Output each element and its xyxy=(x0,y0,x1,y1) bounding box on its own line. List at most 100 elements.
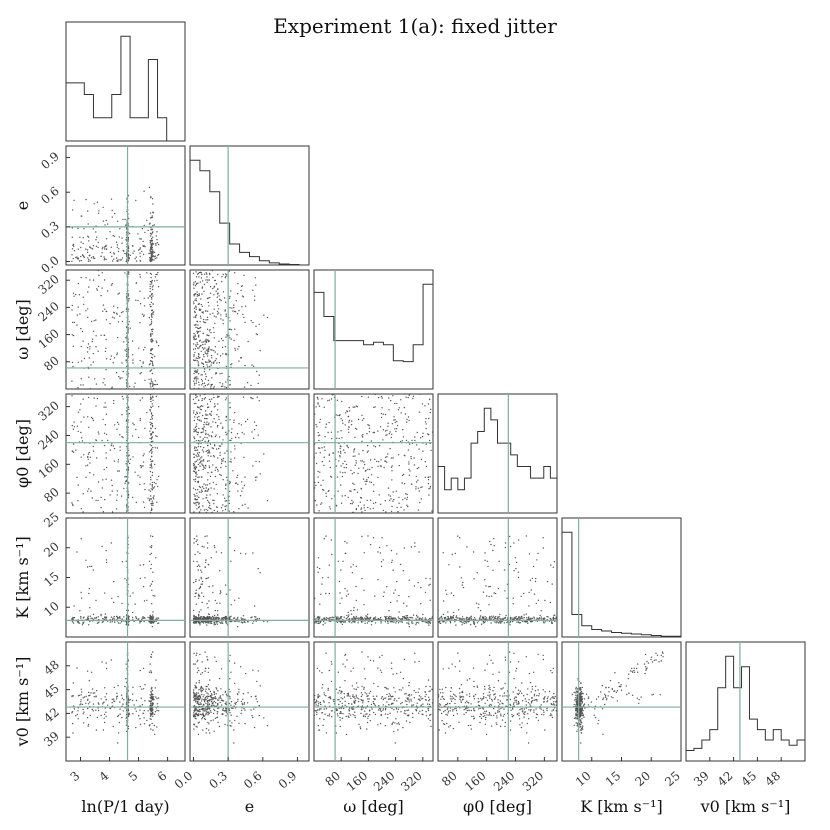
scatter-point xyxy=(518,622,521,624)
scatter-point xyxy=(95,239,97,241)
scatter-point xyxy=(366,622,369,624)
scatter-point xyxy=(393,419,395,421)
scatter-point xyxy=(379,552,382,554)
scatter-point xyxy=(85,695,87,698)
scatter-point xyxy=(76,713,79,716)
scatter-point xyxy=(217,409,219,411)
scatter-point xyxy=(396,600,398,602)
scatter-point xyxy=(78,260,81,262)
scatter-point xyxy=(91,340,94,343)
scatter-point xyxy=(533,616,535,618)
scatter-point xyxy=(199,586,202,588)
scatter-point xyxy=(195,371,197,373)
scatter-point xyxy=(229,589,231,591)
scatter-point xyxy=(439,617,441,619)
scatter-point xyxy=(374,595,376,597)
scatter-point xyxy=(258,617,260,620)
scatter-point xyxy=(71,209,74,211)
scatter-point xyxy=(207,509,209,512)
scatter-point xyxy=(504,546,506,549)
scatter-point xyxy=(105,561,108,564)
scatter-point xyxy=(535,577,537,580)
scatter-point xyxy=(121,257,124,259)
scatter-point xyxy=(111,443,113,445)
scatter-point xyxy=(196,320,198,323)
scatter-point xyxy=(203,283,206,286)
scatter-point xyxy=(148,316,151,319)
scatter-point xyxy=(71,503,74,505)
scatter-point xyxy=(544,599,546,602)
scatter-point xyxy=(316,426,318,428)
scatter-point xyxy=(101,545,103,548)
scatter-point xyxy=(192,301,195,303)
scatter-point xyxy=(382,439,384,441)
scatter-point xyxy=(211,357,213,359)
scatter-point xyxy=(150,273,153,275)
scatter-point xyxy=(87,707,89,710)
scatter-point xyxy=(149,553,151,556)
scatter-point xyxy=(229,295,231,298)
scatter-point xyxy=(150,217,152,219)
scatter-point xyxy=(205,559,207,561)
scatter-point xyxy=(420,586,422,589)
scatter-point xyxy=(430,408,432,410)
scatter-point xyxy=(119,259,121,261)
scatter-point xyxy=(203,509,206,511)
scatter-point xyxy=(503,569,506,571)
scatter-point xyxy=(225,434,227,436)
scatter-point xyxy=(424,621,426,623)
scatter-point xyxy=(452,615,455,617)
scatter-point xyxy=(225,484,227,486)
scatter-point xyxy=(225,415,228,418)
scatter-point xyxy=(104,613,107,615)
scatter-point xyxy=(556,551,558,553)
scatter-point xyxy=(155,696,157,698)
scatter-point xyxy=(344,471,346,474)
scatter-point xyxy=(117,293,119,295)
scatter-point xyxy=(462,621,464,624)
scatter-point xyxy=(149,707,151,709)
scatter-point xyxy=(363,552,365,554)
scatter-point xyxy=(245,420,247,423)
y-tick-label: 240 xyxy=(35,427,62,452)
scatter-point xyxy=(408,463,410,465)
scatter-point xyxy=(150,247,152,249)
scatter-point xyxy=(142,245,144,247)
scatter-point xyxy=(150,479,152,481)
scatter-point xyxy=(515,616,517,618)
scatter-point xyxy=(317,398,319,400)
scatter-point xyxy=(252,321,254,324)
scatter-point xyxy=(230,458,232,460)
scatter-point xyxy=(135,617,137,620)
scatter-point xyxy=(523,614,525,616)
scatter-point xyxy=(330,617,332,619)
scatter-point xyxy=(151,418,154,420)
scatter-point xyxy=(109,449,112,451)
scatter-point xyxy=(321,460,324,463)
scatter-point xyxy=(109,358,112,360)
scatter-point xyxy=(208,506,210,509)
scatter-point xyxy=(120,495,123,497)
scatter-point xyxy=(256,333,259,336)
scatter-point xyxy=(461,584,463,586)
scatter-point xyxy=(352,564,354,566)
scatter-point xyxy=(85,198,87,201)
scatter-point xyxy=(355,462,357,464)
scatter-point xyxy=(209,483,211,485)
scatter-point xyxy=(209,507,211,509)
scatter-point xyxy=(229,320,231,322)
scatter-point xyxy=(125,475,127,478)
histogram-e xyxy=(189,159,309,266)
scatter-point xyxy=(139,322,141,324)
scatter-point xyxy=(156,709,158,712)
scatter-point xyxy=(415,618,417,620)
scatter-point xyxy=(356,491,359,493)
scatter-point xyxy=(144,427,146,430)
scatter-point xyxy=(88,255,91,257)
scatter-point xyxy=(151,372,154,375)
scatter-point xyxy=(156,726,158,728)
scatter-point xyxy=(218,298,221,301)
scatter-point xyxy=(71,236,74,238)
scatter-point xyxy=(234,347,236,350)
scatter-point xyxy=(462,581,464,584)
